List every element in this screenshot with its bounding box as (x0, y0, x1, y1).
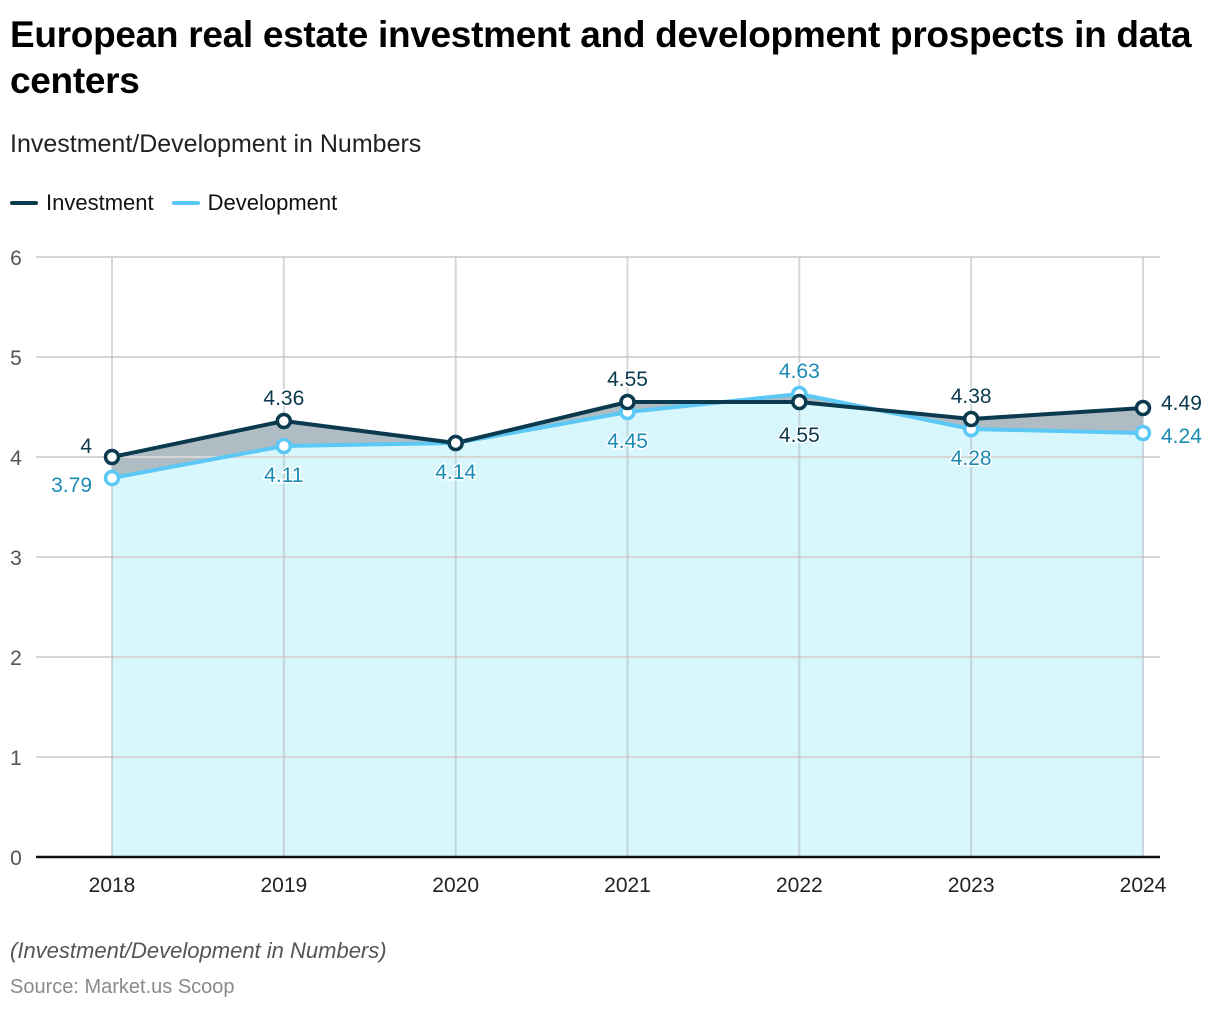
data-point-investment (275, 412, 293, 430)
data-point-investment (619, 393, 636, 411)
data-label-development: 4.14 (435, 461, 476, 484)
data-point-investment (791, 393, 808, 411)
x-tick-label: 2022 (776, 874, 823, 897)
legend: Investment Development (10, 190, 355, 216)
data-point-development (103, 469, 121, 487)
legend-label-development: Development (207, 190, 338, 215)
data-point-development (1134, 424, 1152, 442)
data-point-development (275, 437, 293, 455)
y-tick-label: 3 (10, 547, 22, 570)
data-label-investment: 4 (80, 435, 92, 458)
data-label-investment: 4.55 (607, 368, 648, 391)
data-label-development: 4.28 (951, 447, 992, 470)
y-tick-label: 0 (10, 847, 22, 870)
data-label-development: 4.11 (264, 464, 303, 487)
data-label-development: 4.24 (1161, 425, 1202, 448)
y-tick-label: 6 (10, 247, 22, 270)
legend-item-investment[interactable]: Investment (10, 190, 154, 216)
chart-note: (Investment/Development in Numbers) (10, 938, 387, 963)
data-label-investment: 4.55 (779, 424, 820, 447)
data-point-investment (447, 434, 464, 452)
data-label-development: 4.45 (607, 430, 648, 453)
x-tick-label: 2020 (432, 874, 479, 897)
data-label-development: 4.63 (779, 360, 820, 383)
y-tick-label: 2 (10, 647, 22, 670)
data-point-investment (103, 448, 121, 466)
x-tick-label: 2024 (1120, 874, 1167, 897)
x-tick-label: 2021 (604, 874, 651, 897)
legend-item-development[interactable]: Development (171, 190, 338, 216)
data-point-investment (1134, 399, 1152, 417)
data-label-investment: 4.49 (1161, 392, 1202, 415)
y-tick-label: 5 (10, 347, 22, 370)
x-tick-label: 2019 (260, 874, 307, 897)
chart-title: European real estate investment and deve… (10, 14, 1192, 101)
y-tick-label: 1 (10, 747, 22, 770)
legend-swatch-development (171, 201, 200, 205)
data-point-investment (962, 410, 980, 428)
y-tick-label: 4 (10, 447, 22, 470)
x-tick-label: 2018 (89, 874, 136, 897)
chart-subtitle: Investment/Development in Numbers (10, 130, 422, 158)
legend-swatch-investment (10, 201, 38, 205)
data-label-development: 3.79 (51, 474, 92, 497)
data-label-investment: 4.38 (951, 385, 992, 408)
chart-source: Source: Market.us Scoop (10, 976, 235, 998)
data-label-investment: 4.36 (263, 387, 304, 410)
legend-label-investment: Investment (46, 190, 154, 215)
x-tick-label: 2023 (948, 874, 995, 897)
